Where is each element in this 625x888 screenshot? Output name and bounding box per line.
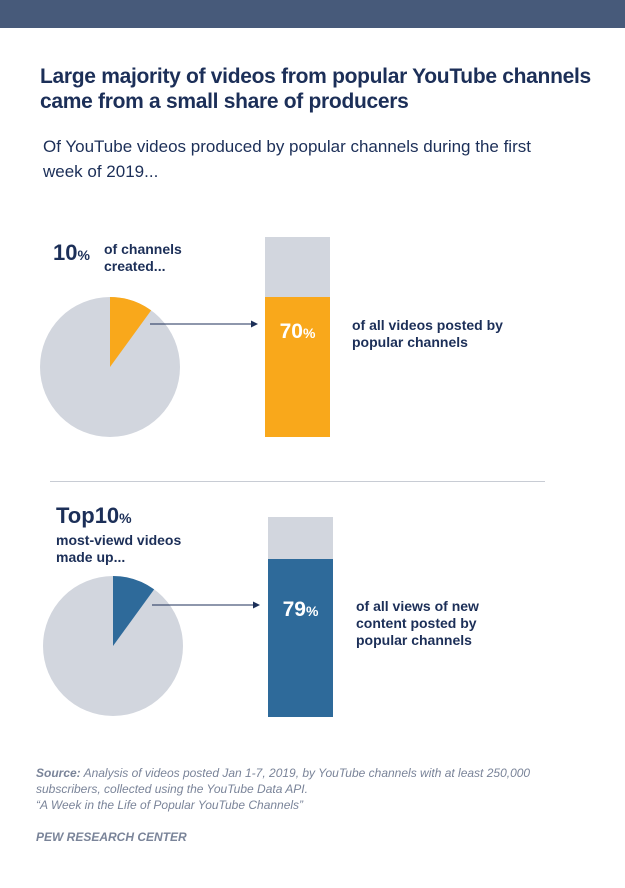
chart-subtitle: Of YouTube videos produced by popular ch… — [43, 137, 531, 181]
top-bar — [0, 0, 625, 28]
bar2 — [268, 517, 333, 717]
bar1-value-label: 70% — [279, 320, 316, 343]
bar-fill — [268, 559, 333, 717]
pie-slice-highlight — [110, 297, 152, 367]
source-note: Source: Analysis of videos posted Jan 1-… — [36, 766, 531, 812]
chart-title: Large majority of videos from popular Yo… — [40, 65, 591, 113]
pie2-value-label: Top10% — [56, 503, 132, 528]
bar-fill — [265, 297, 330, 437]
org-credit: PEW RESEARCH CENTER — [36, 830, 187, 844]
bar2-label: of all views of new content posted by po… — [356, 598, 479, 648]
pie1 — [40, 297, 180, 437]
divider — [50, 481, 545, 482]
pie2 — [43, 576, 183, 716]
bar1-label: of all videos posted by popular channels — [352, 317, 503, 350]
arrow2 — [152, 601, 260, 609]
pie2-label: most-viewd videos made up... — [56, 532, 182, 565]
pie-slice-highlight — [113, 576, 155, 646]
arrow1 — [150, 320, 258, 328]
pie1-value-label: 10% — [53, 240, 90, 265]
bar2-value-label: 79% — [282, 598, 319, 621]
bar1 — [265, 237, 330, 437]
pie1-label: of channels created... — [104, 241, 182, 274]
